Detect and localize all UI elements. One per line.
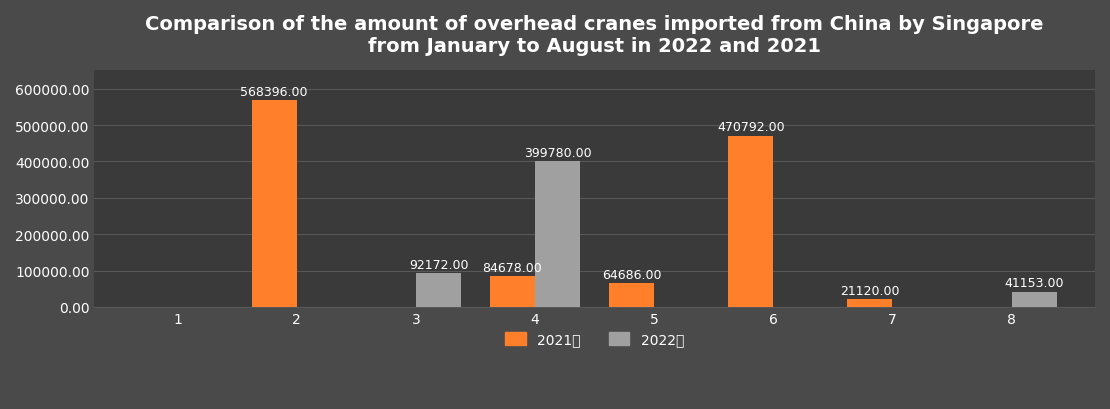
Bar (609, 284, 654, 307)
Bar (416, 274, 462, 307)
Bar (535, 162, 581, 307)
Text: 41153.00: 41153.00 (1005, 277, 1064, 290)
Text: 568396.00: 568396.00 (241, 85, 307, 98)
Text: 21120.00: 21120.00 (840, 284, 899, 297)
Bar (847, 299, 892, 307)
Bar (728, 136, 774, 307)
Text: 399780.00: 399780.00 (524, 146, 592, 160)
Bar (252, 101, 296, 307)
Legend: 2021年, 2022年: 2021年, 2022年 (500, 327, 689, 352)
Text: 84678.00: 84678.00 (483, 261, 543, 274)
Text: 470792.00: 470792.00 (717, 121, 785, 134)
Title: Comparison of the amount of overhead cranes imported from China by Singapore
fro: Comparison of the amount of overhead cra… (145, 15, 1043, 56)
Bar (490, 276, 535, 307)
Text: 92172.00: 92172.00 (408, 258, 468, 271)
Bar (1011, 292, 1057, 307)
Text: 64686.00: 64686.00 (602, 268, 662, 281)
